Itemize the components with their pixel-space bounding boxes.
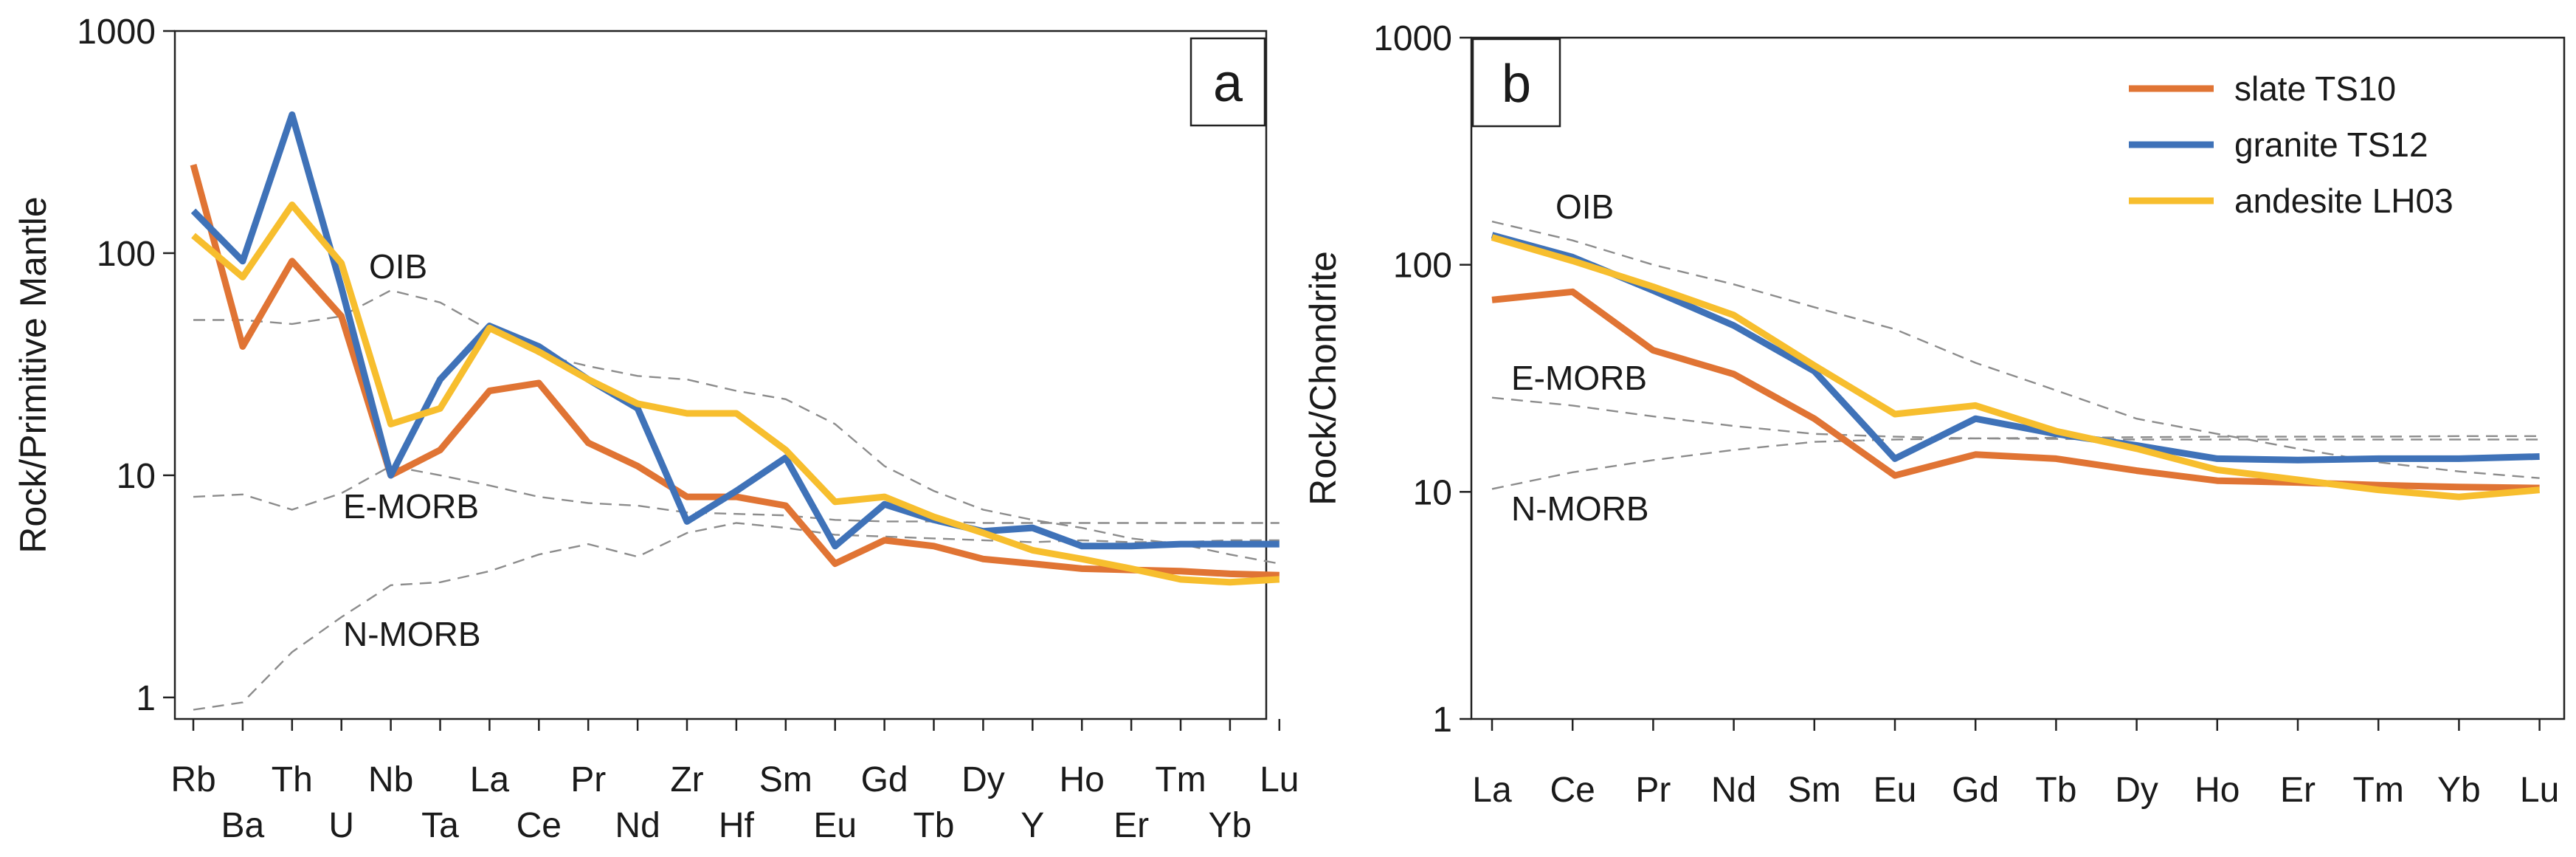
- reference-line-n-morb: [1491, 435, 2540, 490]
- legend: slate TS10 granite TS12 andesite LH03: [2129, 69, 2454, 220]
- plot-frame: [173, 30, 1268, 720]
- reference-label-oib: OIB: [369, 247, 427, 286]
- x-tick-label: Er: [1113, 806, 1149, 845]
- x-tick-label: Sm: [759, 760, 812, 799]
- y-tick-label: 10: [117, 457, 156, 496]
- reference-line-n-morb: [193, 522, 1280, 711]
- y-tick-label: 1: [1432, 701, 1452, 740]
- data-series: [1491, 232, 2540, 500]
- x-tick-label: Pr: [570, 760, 606, 799]
- series-line-granite-ts12: [1491, 232, 2540, 464]
- x-tick-label: Eu: [1874, 771, 1917, 810]
- series-line-slate-ts10: [1491, 288, 2540, 492]
- x-tick-label: Ta: [421, 806, 459, 845]
- x-tick-label: La: [1472, 771, 1512, 810]
- reference-label-oib: OIB: [1555, 187, 1614, 226]
- x-tick-label: Gd: [861, 760, 908, 799]
- y-tick-label: 100: [97, 235, 156, 274]
- series-line-andesite-lh03: [191, 202, 1280, 586]
- x-tick-label: Lu: [1260, 760, 1299, 799]
- x-tick-label: Pr: [1635, 771, 1671, 810]
- x-tick-label: Nb: [368, 760, 413, 799]
- data-series: [190, 111, 1280, 586]
- x-tick-label: La: [470, 760, 510, 799]
- x-tick-label: Ce: [517, 806, 562, 845]
- legend-label: slate TS10: [2234, 69, 2396, 108]
- x-tick-label: Yb: [2437, 771, 2481, 810]
- chart-panel-a: 1101001000RbBaThUNbTaLaCePrNdZrHfSmEuGdT…: [13, 13, 1299, 845]
- reference-label-e-morb: E-MORB: [343, 487, 479, 526]
- reference-label-e-morb: E-MORB: [1511, 359, 1647, 397]
- x-tick-label: U: [328, 806, 354, 845]
- x-tick-label: Tb: [913, 806, 954, 845]
- y-tick-label: 1000: [77, 13, 156, 52]
- x-tick-label: Zr: [670, 760, 703, 799]
- x-tick-label: Ho: [2195, 771, 2240, 810]
- legend-label: andesite LH03: [2234, 182, 2454, 220]
- x-tick-label: Er: [2280, 771, 2316, 810]
- legend-label: granite TS12: [2234, 125, 2428, 164]
- x-tick-label: Tb: [2035, 771, 2076, 810]
- panel-letter-box: [1471, 38, 1561, 128]
- plot-frame: [1470, 36, 2566, 720]
- x-tick-label: Tm: [1155, 760, 1206, 799]
- reference-lines: OIB E-MORB N-MORB: [1491, 187, 2540, 528]
- y-tick-label: 1000: [1373, 19, 1452, 58]
- x-tick-label: Yb: [1209, 806, 1252, 845]
- reference-line-oib: [193, 289, 1280, 565]
- series-line-andesite-lh03: [1491, 234, 2540, 500]
- x-tick-label: Ba: [221, 806, 265, 845]
- x-tick-label: Th: [272, 760, 313, 799]
- x-tick-label: Hf: [719, 806, 755, 845]
- reference-label-n-morb: N-MORB: [1511, 489, 1649, 528]
- x-tick-label: Ce: [1550, 771, 1595, 810]
- panel-letter: a: [1213, 54, 1243, 113]
- series-line-granite-ts12: [190, 111, 1280, 550]
- reference-line-e-morb: [193, 465, 1280, 524]
- y-axis-title: Rock/Chondrite: [1302, 251, 1344, 506]
- x-tick-label: Ho: [1060, 760, 1105, 799]
- reference-lines: OIB E-MORB N-MORB: [193, 247, 1280, 711]
- x-tick-label: Dy: [2115, 771, 2158, 810]
- x-tick-label: Eu: [813, 806, 857, 845]
- y-tick-label: 100: [1393, 247, 1452, 286]
- x-tick-label: Sm: [1788, 771, 1841, 810]
- x-tick-label: Dy: [961, 760, 1005, 799]
- x-tick-label: Lu: [2520, 771, 2559, 810]
- x-tick-label: Rb: [170, 760, 215, 799]
- panel-letter: b: [1502, 55, 1531, 114]
- y-tick-label: 10: [1413, 473, 1452, 512]
- x-tick-label: Nd: [1711, 771, 1756, 810]
- panel-letter-box: [1189, 37, 1266, 127]
- reference-label-n-morb: N-MORB: [343, 615, 481, 653]
- x-tick-label: Nd: [615, 806, 660, 845]
- x-tick-label: Tm: [2353, 771, 2404, 810]
- x-tick-label: Y: [1021, 806, 1044, 845]
- x-tick-label: Gd: [1952, 771, 1999, 810]
- y-axis-title: Rock/Primitive Mantle: [13, 196, 54, 553]
- y-tick-label: 1: [136, 679, 156, 718]
- chart-panel-b: 1 10 100 1000 La Ce Pr Nd Sm Eu Gd Tb Dy Ho Er Tm Yb Lu Ro…: [1302, 19, 2566, 810]
